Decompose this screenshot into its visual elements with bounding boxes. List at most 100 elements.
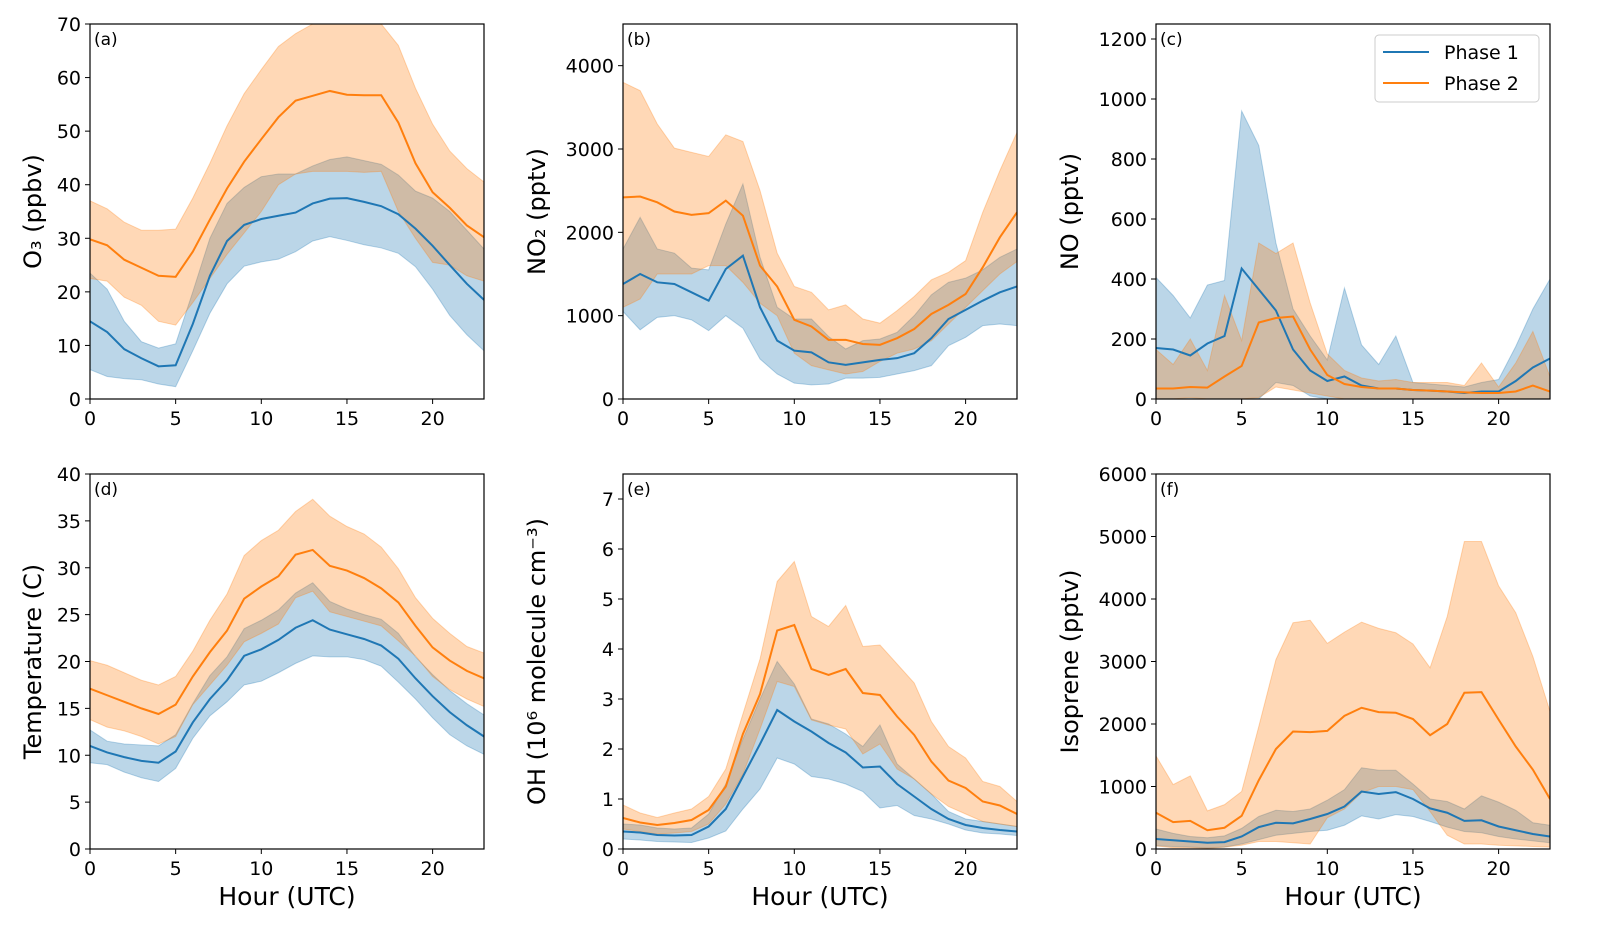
band-2: [623, 560, 1017, 835]
y-tick-label: 40: [57, 464, 81, 486]
legend: Phase 1 Phase 2: [1374, 34, 1540, 103]
axes-frame: [622, 473, 1018, 850]
y-tick-label: 3000: [566, 139, 614, 161]
y-tick-label: 5000: [1099, 527, 1147, 549]
y-tick-label: 10: [57, 745, 81, 767]
line-2: [1156, 315, 1550, 394]
band-2: [623, 81, 1017, 375]
y-tick-label: 800: [1111, 149, 1147, 171]
x-tick-label: 15: [1401, 858, 1425, 880]
x-tick-label: 20: [421, 858, 445, 880]
y-tick-label: 3: [602, 689, 614, 711]
band-1: [90, 582, 484, 783]
x-tick-label: 5: [170, 408, 182, 430]
band-2: [1156, 242, 1550, 399]
x-tick-label: 10: [249, 408, 273, 430]
y-tick-label: 1000: [1099, 777, 1147, 799]
y-tick-label: 400: [1111, 269, 1147, 291]
panel-label: (e): [627, 480, 651, 500]
line-1: [90, 619, 484, 764]
line-1: [1156, 266, 1550, 395]
y-axis-label: OH (10⁶ molecule cm⁻³): [523, 518, 551, 805]
panel-label: (b): [627, 30, 651, 50]
line-1: [623, 254, 1017, 366]
legend-entry-1: Phase 1: [1444, 42, 1519, 64]
y-tick-label: 1000: [1099, 89, 1147, 111]
y-tick-label: 2: [602, 739, 614, 761]
y-tick-label: 4000: [566, 56, 614, 78]
y-tick-label: 1000: [566, 306, 614, 328]
band-1: [623, 182, 1017, 386]
y-tick-label: 15: [57, 698, 81, 720]
axes-frame: [1155, 23, 1551, 400]
y-tick-label: 40: [57, 175, 81, 197]
x-tick-label: 5: [703, 858, 715, 880]
y-tick-label: 6000: [1099, 464, 1147, 486]
y-tick-label: 0: [602, 839, 614, 861]
band-2: [90, 24, 484, 326]
x-tick-label: 0: [617, 858, 629, 880]
x-tick-label: 15: [868, 408, 892, 430]
x-tick-label: 15: [1401, 408, 1425, 430]
x-tick-label: 10: [782, 408, 806, 430]
band-1: [90, 156, 484, 388]
y-axis-label: Temperature (C): [19, 564, 47, 760]
panel-label: (c): [1160, 30, 1183, 50]
x-tick-label: 20: [1487, 408, 1511, 430]
x-tick-label: 0: [617, 408, 629, 430]
y-tick-label: 200: [1111, 329, 1147, 351]
x-axis-label: Hour (UTC): [218, 882, 355, 911]
y-tick-label: 70: [57, 14, 81, 36]
panel-f: 0 5 10 15 20 0 1000 2000 3000 4000 5000 6000 Isopren…: [1056, 464, 1551, 911]
panel-d: 0 5 10 15 20 0 5 10 15 20 25 30 35 40 Temperature (C) H…: [19, 464, 485, 911]
y-tick-label: 1: [602, 789, 614, 811]
line-1: [623, 708, 1017, 837]
y-tick-label: 1200: [1099, 29, 1147, 51]
x-tick-label: 20: [1487, 858, 1511, 880]
x-tick-label: 5: [1236, 408, 1248, 430]
y-tick-label: 7: [602, 489, 614, 511]
y-tick-label: 30: [57, 558, 81, 580]
y-tick-label: 6: [602, 539, 614, 561]
line-2: [623, 195, 1017, 346]
y-tick-label: 0: [1135, 839, 1147, 861]
x-tick-label: 10: [1315, 858, 1339, 880]
y-tick-label: 50: [57, 121, 81, 143]
x-tick-label: 20: [954, 408, 978, 430]
y-tick-label: 60: [57, 68, 81, 90]
line-2: [90, 89, 484, 278]
panel-b: 0 5 10 15 20 0 1000 2000 3000 4000 NO₂ (pptv) (b): [523, 23, 1018, 430]
line-2: [623, 623, 1017, 827]
y-tick-label: 4: [602, 639, 614, 661]
x-tick-label: 10: [249, 858, 273, 880]
y-tick-label: 600: [1111, 209, 1147, 231]
y-tick-label: 3000: [1099, 652, 1147, 674]
y-tick-label: 5: [602, 589, 614, 611]
x-tick-label: 5: [703, 408, 715, 430]
x-tick-label: 0: [84, 408, 96, 430]
panel-label: (a): [94, 30, 118, 50]
x-tick-label: 20: [421, 408, 445, 430]
x-tick-label: 5: [1236, 858, 1248, 880]
x-tick-label: 10: [1315, 408, 1339, 430]
y-axis-label: NO₂ (pptv): [523, 148, 551, 275]
x-tick-label: 5: [170, 858, 182, 880]
y-tick-label: 2000: [1099, 714, 1147, 736]
x-tick-label: 15: [335, 408, 359, 430]
line-2: [1156, 691, 1550, 832]
x-tick-label: 10: [782, 858, 806, 880]
y-tick-label: 35: [57, 511, 81, 533]
x-axis-label: Hour (UTC): [1284, 882, 1421, 911]
axes-frame: [89, 23, 485, 400]
line-1: [1156, 790, 1550, 844]
y-tick-label: 10: [57, 335, 81, 357]
band-2: [1156, 541, 1550, 849]
axes-frame: [622, 23, 1018, 400]
line-2: [90, 548, 484, 716]
x-tick-label: 0: [1150, 858, 1162, 880]
y-tick-label: 0: [69, 839, 81, 861]
y-tick-label: 20: [57, 652, 81, 674]
y-tick-label: 20: [57, 282, 81, 304]
